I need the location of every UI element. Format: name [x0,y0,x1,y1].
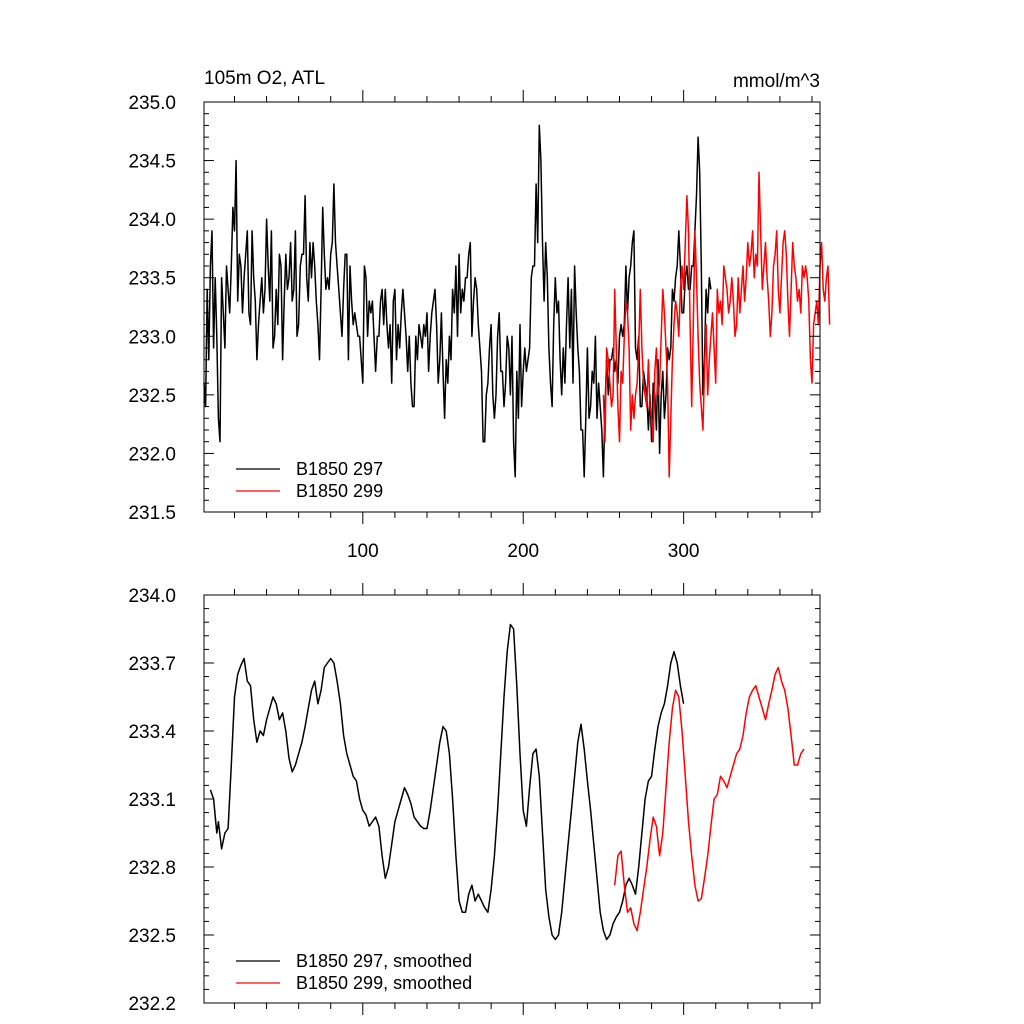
top-x-tick-label: 300 [668,541,700,562]
top-y-tick-label: 235.0 [128,93,176,114]
top-panel-frame [203,101,821,513]
series-line-b1850-299 [602,171,831,478]
top-panel-legend: B1850 297 B1850 299 [236,459,383,501]
bottom-panel-series-group [209,623,805,941]
top-y-tick-label: 234.5 [128,152,176,173]
bottom-y-tick-label: 232.5 [128,926,176,947]
top-y-tick-label: 231.5 [128,503,176,524]
top-y-tick-label: 233.0 [128,327,176,348]
bottom-y-tick-label: 233.1 [128,790,176,811]
bottom-panel: 232.2 232.5 232.8 233.1 233.4 233.7 234.0 B185… [128,583,821,1015]
bottom-panel-frame [203,594,821,1004]
top-x-tick-label: 100 [347,541,379,562]
legend-label-b1850-299-smoothed: B1850 299, smoothed [296,973,472,993]
top-y-tick-label: 232.5 [128,386,176,407]
bottom-y-tick-label: 233.7 [128,654,176,675]
top-panel: 105m O2, ATL mmol/m^3 231.5 232.0 232.5 233… [128,68,831,562]
top-y-tick-label: 232.0 [128,444,176,465]
top-panel-series-group [203,124,831,478]
series-line-b1850-297-smoothed [209,623,685,941]
bottom-panel-ticks-group: 232.2 232.5 232.8 233.1 233.4 233.7 234.0 [128,583,820,1015]
bottom-y-tick-label: 232.2 [128,994,176,1015]
series-line-b1850-299-smoothed [613,666,805,932]
legend-label-b1850-299: B1850 299 [296,481,383,501]
top-y-tick-label: 233.5 [128,269,176,290]
bottom-panel-legend: B1850 297, smoothed B1850 299, smoothed [236,951,472,993]
top-panel-title: 105m O2, ATL [204,68,325,89]
legend-label-b1850-297: B1850 297 [296,459,383,479]
top-x-tick-label: 200 [507,541,539,562]
top-panel-units-label: mmol/m^3 [733,71,820,92]
legend-label-b1850-297-smoothed: B1850 297, smoothed [296,951,472,971]
bottom-y-tick-label: 233.4 [128,722,176,743]
series-line-b1850-297 [203,124,712,478]
bottom-y-tick-label: 232.8 [128,858,176,879]
bottom-y-tick-label: 234.0 [128,586,176,607]
top-y-tick-label: 234.0 [128,210,176,231]
top-panel-ticks-group: 231.5 232.0 232.5 233.0 233.5 234.0 234.5 235.0… [128,90,820,562]
